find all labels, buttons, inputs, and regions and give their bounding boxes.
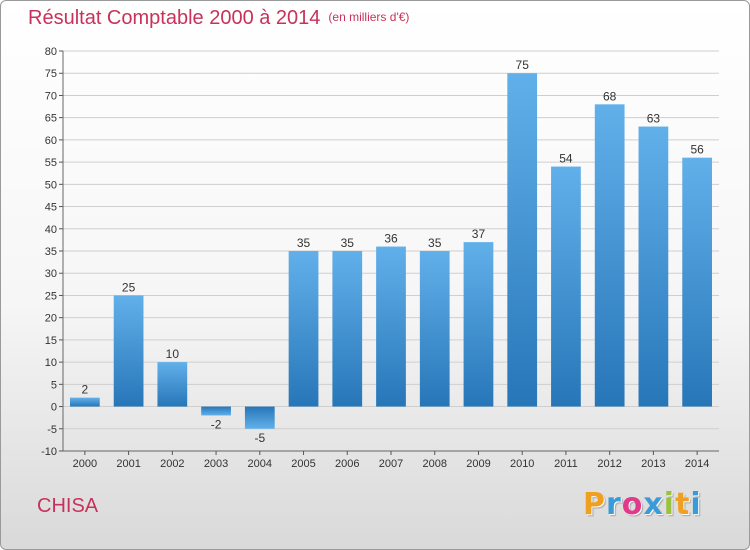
x-tick-label: 2011: [554, 458, 578, 470]
y-tick-label: 70: [45, 90, 57, 102]
data-label-2011: 54: [559, 152, 573, 166]
chart-subtitle: (en milliers d'€): [328, 10, 410, 24]
chart-title: Résultat Comptable 2000 à 2014 (en millie…: [28, 7, 409, 30]
bar-2002: [157, 362, 188, 407]
bar-2005: [288, 251, 319, 407]
bar-2008: [419, 251, 450, 407]
y-tick-label: 65: [45, 113, 57, 125]
logo-letter: i: [690, 487, 702, 522]
data-label-2001: 25: [122, 280, 136, 294]
data-label-2004: -5: [254, 431, 265, 445]
y-tick-label: 55: [45, 157, 57, 169]
bar-2001: [113, 295, 144, 407]
x-tick-label: 2003: [204, 458, 228, 470]
x-tick-label: 2005: [291, 458, 315, 470]
logo-letter: x: [643, 487, 664, 522]
logo-letter: r: [606, 487, 622, 522]
y-tick-label: 80: [45, 46, 57, 58]
data-label-2008: 35: [428, 236, 442, 250]
logo-letter: i: [663, 487, 676, 522]
y-tick-label: 5: [51, 379, 57, 391]
bar-2014: [682, 157, 713, 407]
y-tick-label: 35: [45, 246, 57, 258]
x-tick-label: 2009: [466, 458, 490, 470]
logo-letter: P: [583, 487, 606, 522]
data-label-2013: 63: [647, 112, 661, 126]
data-label-2002: 10: [166, 347, 180, 361]
data-label-2003: -2: [211, 417, 222, 431]
y-tick-label: 45: [45, 202, 57, 214]
bar-2007: [376, 246, 406, 407]
logo-letter: o: [621, 487, 644, 522]
x-tick-label: 2001: [116, 458, 140, 470]
x-tick-label: 2002: [160, 458, 184, 470]
y-tick-label: 75: [45, 68, 57, 80]
bar-2004: [244, 406, 275, 429]
y-tick-label: 50: [45, 179, 57, 191]
bar-2003: [201, 406, 231, 416]
x-tick-label: 2008: [422, 458, 446, 470]
y-tick-label: 40: [45, 224, 57, 236]
data-label-2009: 37: [472, 227, 486, 241]
y-tick-label: 10: [45, 357, 57, 369]
x-tick-label: 2010: [510, 458, 534, 470]
data-label-2005: 35: [297, 236, 311, 250]
x-tick-label: 2013: [641, 458, 665, 470]
logo-letter: t: [675, 487, 691, 522]
data-label-2000: 2: [82, 383, 89, 397]
data-label-2007: 36: [384, 232, 398, 246]
proxiti-logo: Proxiti: [583, 487, 702, 522]
data-label-2010: 75: [516, 58, 530, 72]
commune-name: CHISA: [37, 495, 99, 517]
y-tick-label: -5: [47, 424, 57, 436]
data-label-2012: 68: [603, 89, 617, 103]
x-tick-label: 2004: [248, 458, 272, 470]
bar-2000: [69, 397, 100, 407]
bar-2010: [507, 73, 538, 407]
bar-2006: [332, 251, 363, 407]
y-tick-label: 0: [51, 402, 57, 414]
chart-title-text: Résultat Comptable 2000 à 2014: [28, 7, 321, 29]
y-tick-label: 30: [45, 268, 57, 280]
bar-2013: [638, 126, 669, 407]
x-tick-label: 2012: [597, 458, 621, 470]
x-tick-label: 2000: [73, 458, 97, 470]
y-tick-label: -10: [41, 446, 57, 458]
x-tick-label: 2006: [335, 458, 359, 470]
bar-2009: [463, 242, 494, 407]
y-tick-label: 20: [45, 313, 57, 325]
data-label-2014: 56: [690, 143, 704, 157]
x-tick-label: 2007: [379, 458, 403, 470]
y-tick-label: 25: [45, 290, 57, 302]
y-tick-label: 60: [45, 135, 57, 147]
bar-2011: [551, 166, 581, 407]
y-tick-label: 15: [45, 335, 57, 347]
x-tick-label: 2014: [685, 458, 709, 470]
data-label-2006: 35: [341, 236, 355, 250]
bar-2012: [594, 104, 625, 407]
